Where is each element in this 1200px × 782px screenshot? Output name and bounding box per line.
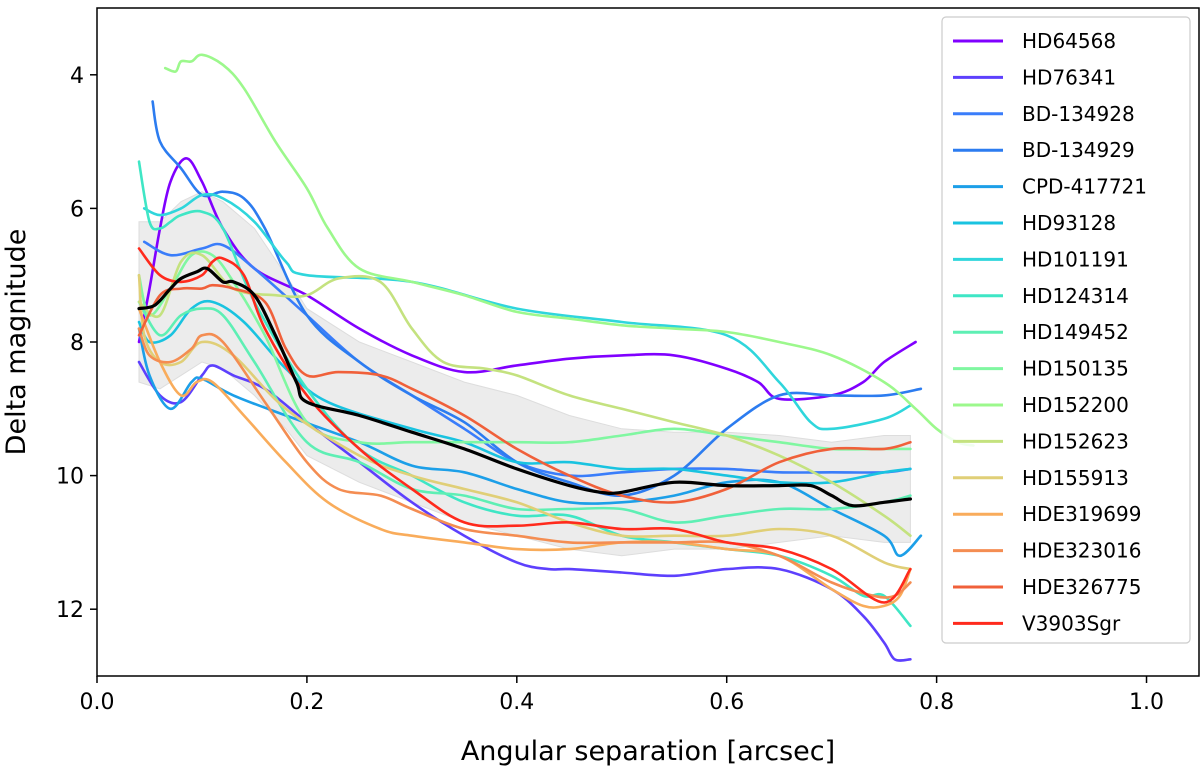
legend-label-hd93128: HD93128 — [1022, 211, 1116, 235]
legend: HD64568 HD76341 BD-134928 BD-134929 CPD-4177… — [941, 16, 1191, 644]
legend-label-hd152623: HD152623 — [1022, 429, 1129, 453]
series-line-hde323016 — [137, 327, 912, 599]
y-axis: 4 6 8 10 12 — [56, 64, 97, 623]
series-line-hd152200 — [163, 53, 975, 447]
legend-label-bd-134928: BD-134928 — [1022, 102, 1135, 126]
y-tick-label: 12 — [56, 598, 84, 623]
legend-label-hde326775: HDE326775 — [1022, 575, 1141, 599]
x-tick-label: 0.6 — [709, 690, 744, 715]
x-tick-label: 0.4 — [499, 690, 534, 715]
legend-label-hde323016: HDE323016 — [1022, 539, 1141, 563]
y-tick-label: 6 — [70, 197, 84, 222]
legend-label-hd64568: HD64568 — [1022, 29, 1116, 53]
x-tick-label: 0.0 — [80, 690, 115, 715]
series-line-v3903sgr — [137, 247, 912, 604]
legend-label-hd124314: HD124314 — [1022, 284, 1129, 308]
series-line-cpd-417721 — [137, 327, 923, 558]
legend-label-bd-134929: BD-134929 — [1022, 138, 1135, 162]
series-line-hd149452 — [137, 300, 912, 524]
legend-label-hd101191: HD101191 — [1022, 247, 1129, 271]
series-line-hd155913 — [137, 273, 912, 571]
x-tick-label: 0.8 — [919, 690, 954, 715]
y-tick-label: 4 — [70, 64, 84, 89]
y-axis-title: Delta magnitude — [1, 229, 32, 456]
x-tick-label: 1.0 — [1129, 690, 1164, 715]
legend-label-hd150135: HD150135 — [1022, 357, 1129, 381]
x-tick-label: 0.2 — [289, 690, 324, 715]
series-layer — [137, 53, 975, 662]
y-tick-label: 10 — [56, 465, 84, 490]
series-line-hde319699 — [137, 307, 912, 609]
series-line-bd-134929 — [151, 100, 923, 497]
legend-label-hde319699: HDE319699 — [1022, 502, 1141, 526]
x-axis-title: Angular separation [arcsec] — [461, 736, 835, 767]
scatter-band — [138, 191, 911, 557]
legend-frame — [941, 16, 1191, 644]
series-line-median — [137, 266, 912, 508]
series-line-hde326775 — [137, 283, 912, 504]
x-axis: 0.0 0.2 0.4 0.6 0.8 1.0 — [80, 676, 1164, 715]
band-layer — [138, 191, 911, 557]
legend-label-hd155913: HD155913 — [1022, 466, 1129, 490]
legend-label-v3903sgr: V3903Sgr — [1022, 611, 1121, 635]
legend-label-hd149452: HD149452 — [1022, 320, 1129, 344]
y-tick-label: 8 — [70, 331, 84, 356]
legend-label-hd152200: HD152200 — [1022, 393, 1129, 417]
legend-label-hd76341: HD76341 — [1022, 65, 1116, 89]
series-line-hd124314 — [137, 160, 912, 628]
legend-label-cpd-417721: CPD-417721 — [1022, 175, 1147, 199]
